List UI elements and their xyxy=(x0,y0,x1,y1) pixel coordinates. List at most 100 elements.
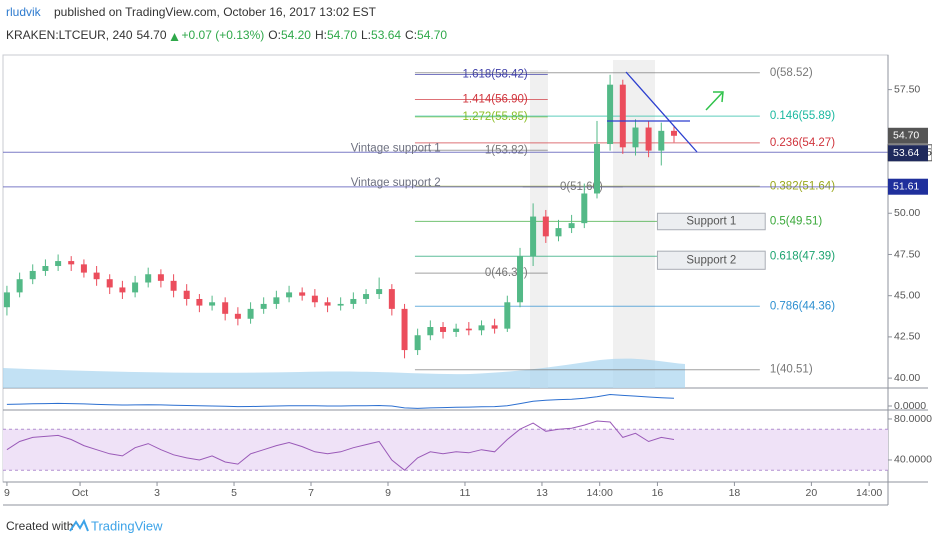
candle-body xyxy=(632,127,639,148)
rsi-band xyxy=(3,429,888,471)
ohlc-value: 54.70 xyxy=(417,28,447,42)
symbol: KRAKEN:LTCEUR, 240 xyxy=(6,28,133,42)
candle-body xyxy=(401,308,408,351)
candle-body xyxy=(376,289,383,295)
price-tag-label: 54.70 xyxy=(893,130,919,142)
y-tick-label: 40.00 xyxy=(894,372,920,384)
x-tick-label: 16 xyxy=(652,487,664,499)
price-tag-label: 51.61 xyxy=(893,180,919,192)
candle-body xyxy=(170,280,177,291)
support-label: Vintage support 2 xyxy=(351,177,441,189)
x-tick-label: 7 xyxy=(308,487,314,499)
author: rludvik xyxy=(6,5,42,19)
candle-body xyxy=(619,84,626,148)
support-zone xyxy=(656,212,766,231)
candle-body xyxy=(465,328,472,331)
price-tag xyxy=(888,127,928,144)
fib-label: 0.786(44.36) xyxy=(770,300,835,312)
fib-label: 0.5(49.51) xyxy=(770,215,823,227)
candle-body xyxy=(247,308,254,319)
fib-label: 0.618(47.39) xyxy=(770,250,835,262)
y-tick-label: 0.0000 xyxy=(894,400,926,412)
x-tick-label: 18 xyxy=(729,487,741,499)
candle-body xyxy=(106,279,113,288)
candle-body xyxy=(42,266,49,271)
candle-body xyxy=(68,261,75,265)
candle-body xyxy=(29,270,36,280)
highlight-band xyxy=(613,60,655,388)
price-tag-label: 53.64 xyxy=(893,147,919,159)
x-tick-label: 20 xyxy=(806,487,818,499)
fib-label: 1(53.82) xyxy=(485,144,528,156)
support-label: Vintage support 1 xyxy=(351,142,441,154)
fib-label: 1.414(56.90) xyxy=(463,94,528,106)
candle-body xyxy=(530,216,537,257)
candle-body xyxy=(504,302,511,329)
candle-body xyxy=(55,261,62,267)
candle-body xyxy=(670,130,677,136)
ohlc-value: 54.20 xyxy=(281,28,311,42)
fib-label: 1(40.51) xyxy=(770,364,813,376)
x-tick-label: 14:00 xyxy=(587,487,613,499)
ohlc-label: C: xyxy=(405,28,417,42)
candle-body xyxy=(299,292,306,296)
candle-body xyxy=(157,274,164,281)
fib-label: 0.236(54.27) xyxy=(770,137,835,149)
y-tick-label: 50.00 xyxy=(894,207,920,219)
candle-body xyxy=(273,297,280,304)
candle-body xyxy=(427,327,434,336)
arrow-head xyxy=(713,91,724,103)
candle-body xyxy=(581,193,588,224)
candle-body xyxy=(3,292,10,308)
ohlc-label: L: xyxy=(361,28,371,42)
ohlc-label: H: xyxy=(315,28,327,42)
x-tick-label: 13 xyxy=(536,487,548,499)
x-tick-label: 14:00 xyxy=(856,487,882,499)
indicator-line xyxy=(6,393,675,409)
trend-line xyxy=(625,71,698,153)
candle-body xyxy=(388,289,395,309)
candle-body xyxy=(16,279,23,293)
candle-body xyxy=(568,223,575,229)
candle-body xyxy=(183,290,190,299)
candle-body xyxy=(658,130,665,151)
plot: 40.00 42.50 45.00 47.50 50.00 57.50 9 Oct 3 5 7 9 11… xyxy=(3,67,932,499)
candle-body xyxy=(324,302,331,306)
candle-body xyxy=(80,264,87,273)
symbol-line: KRAKEN:LTCEUR, 240 54.70 +0.07 (+0.13%) O: 5… xyxy=(6,28,447,42)
x-tick-label: 9 xyxy=(385,487,391,499)
candle-body xyxy=(350,298,357,304)
candle-body xyxy=(478,325,485,331)
last-price: 54.70 xyxy=(137,28,167,42)
arrow xyxy=(705,92,723,111)
y-tick-label: 42.50 xyxy=(894,331,920,343)
highlight-band xyxy=(530,70,548,388)
candle-body xyxy=(594,144,601,194)
candle-body xyxy=(542,216,549,237)
price-tag xyxy=(888,145,928,162)
fib-label: 0.382(51.64) xyxy=(770,180,835,192)
candle-body xyxy=(311,295,318,303)
candle-body xyxy=(93,272,100,280)
ohlc-value: 53.64 xyxy=(371,28,401,42)
candle-body xyxy=(286,292,293,298)
candle-body xyxy=(440,327,447,332)
x-tick-label: 5 xyxy=(231,487,237,499)
footer-brand: TradingView xyxy=(91,518,163,533)
candle-body xyxy=(209,302,216,306)
x-tick-label: 3 xyxy=(154,487,160,499)
candle-body xyxy=(517,256,524,303)
change: +0.07 (+0.13%) xyxy=(182,28,265,42)
y-tick-label: 40.0000 xyxy=(894,454,932,466)
logo xyxy=(69,518,89,532)
candle-body xyxy=(132,282,139,293)
candle-body xyxy=(234,313,241,319)
x-tick-label: 9 xyxy=(4,487,10,499)
zone-label: Support 1 xyxy=(686,216,736,228)
candle-body xyxy=(555,228,562,237)
ohlc-label: O: xyxy=(268,28,281,42)
y-tick-label: 45.00 xyxy=(894,289,920,301)
zone-label: Support 2 xyxy=(686,254,736,266)
candle-body xyxy=(453,328,460,332)
